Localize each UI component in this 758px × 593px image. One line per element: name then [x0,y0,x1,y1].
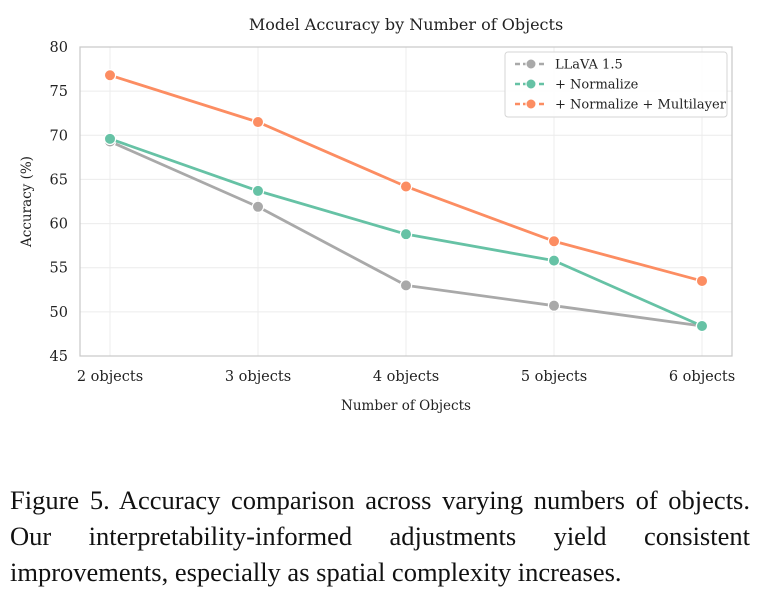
data-point [399,279,413,292]
data-point [695,319,709,333]
y-tick-label: 75 [50,84,68,100]
legend-item: + Normalize [515,78,639,93]
data-point [695,274,709,288]
y-axis-label: Accuracy (%) [19,156,35,248]
data-point [547,235,561,248]
chart-title: Model Accuracy by Number of Objects [249,15,563,34]
y-tick-label: 80 [50,40,68,56]
x-tick-label: 4 objects [373,369,439,385]
x-tick-label: 3 objects [225,369,291,385]
y-tick-label: 45 [50,349,68,365]
y-tick-label: 55 [50,261,68,277]
legend-label: + Normalize + Multilayer [555,98,727,113]
data-point [399,180,413,193]
y-tick-label: 70 [50,128,68,144]
data-point [103,132,117,146]
legend-frame [504,51,728,118]
data-point [547,299,561,312]
plot-frame [79,46,733,357]
data-point [251,200,265,213]
data-point [399,227,413,241]
series-2 [103,69,709,288]
line-chart: 45 50 55 60 65 70 75 80 2 objects 3 objects 4 obj… [19,15,735,414]
data-point [103,69,117,82]
y-tick-label: 50 [50,305,68,321]
legend: LLaVA 1.5 + Normalize + Normalize + Multil… [504,51,728,118]
y-axis-ticks: 45 50 55 60 65 70 75 80 [50,40,68,365]
x-tick-label: 2 objects [77,369,143,385]
x-axis-ticks: 2 objects 3 objects 4 objects 5 objects 6 ob… [77,369,735,385]
legend-marker [525,58,537,70]
legend-item: LLaVA 1.5 [515,58,623,73]
legend-marker [525,98,537,110]
legend-label: + Normalize [555,78,639,93]
x-tick-label: 6 objects [669,369,735,385]
series-1 [103,132,709,333]
legend-label: LLaVA 1.5 [555,58,623,73]
data-point [251,115,265,129]
y-tick-label: 60 [50,217,68,233]
data-point [251,184,265,198]
series-group [103,69,709,333]
x-axis-label: Number of Objects [341,398,471,414]
legend-item: + Normalize + Multilayer [515,98,727,113]
x-tick-label: 5 objects [521,369,587,385]
legend-marker [525,78,537,90]
figure-caption: Figure 5. Accuracy comparison across var… [10,485,750,587]
y-tick-label: 65 [50,172,68,188]
data-point [547,254,561,267]
